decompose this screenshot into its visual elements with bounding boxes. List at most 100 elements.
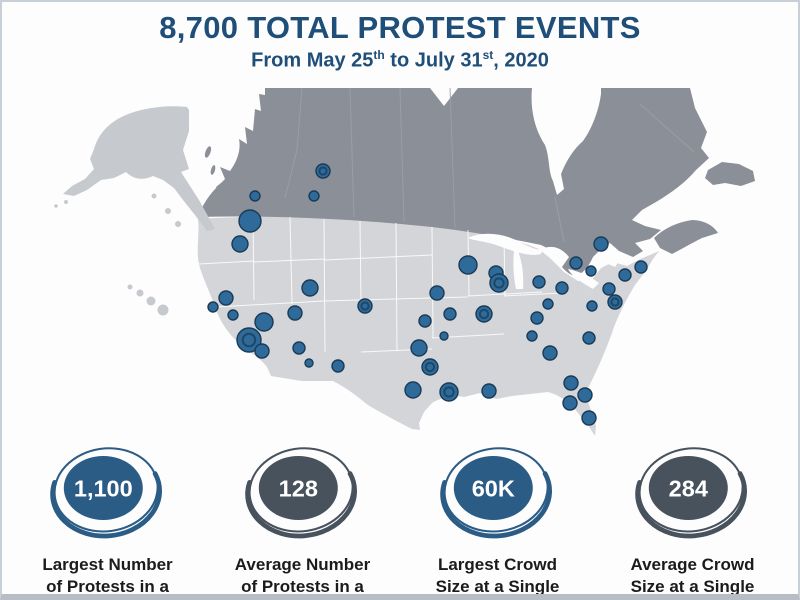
stat-value: 60K <box>471 475 514 501</box>
city-bubble <box>607 294 623 310</box>
city-bubble <box>586 300 598 312</box>
stat-label-line1: Largest Crowd <box>437 555 557 574</box>
stats-row: 1,100 Largest Number of Protests in a 12… <box>2 440 798 596</box>
subtitle-superscript: st <box>482 48 494 62</box>
map-svg <box>54 87 755 436</box>
stat-ring-graphic: 60K <box>439 447 552 539</box>
stat-label-line2: Size at a Single <box>435 577 560 596</box>
city-bubble <box>439 331 449 341</box>
stat-largest-protests: 1,100 Largest Number of Protests in a <box>10 440 205 596</box>
city-bubble <box>618 268 632 282</box>
city-bubble-inner-ring <box>443 386 455 398</box>
city-bubble <box>458 255 478 275</box>
city-bubble <box>602 282 616 296</box>
city-bubble <box>227 309 239 321</box>
city-bubble <box>563 375 579 391</box>
newfoundland-region <box>705 162 755 186</box>
aleutian-islands <box>54 193 181 227</box>
coastal-island <box>210 165 216 175</box>
coastal-island <box>204 146 212 158</box>
stat-value: 128 <box>278 475 317 501</box>
stat-average-protests: 128 Average Number of Protests in a <box>205 440 400 596</box>
lake-erie <box>568 269 599 289</box>
city-bubble-inner-ring <box>478 308 490 320</box>
stat-label: Average Crowd Size at a Single <box>630 554 755 596</box>
stat-label: Largest Number of Protests in a <box>42 554 173 596</box>
vancouver-island <box>216 183 239 209</box>
hudson-bay <box>531 88 601 195</box>
city-bubble <box>562 395 578 411</box>
stat-label-line2: of Protests in a <box>241 577 364 596</box>
city-bubble <box>581 410 597 426</box>
subtitle-text: From May 25 <box>251 49 374 72</box>
city-bubble <box>231 235 249 253</box>
city-bubble <box>254 312 274 332</box>
city-bubble <box>292 341 306 355</box>
stat-ring-graphic: 284 <box>634 447 747 539</box>
subtitle-text: to July 31 <box>384 49 483 72</box>
city-bubble <box>236 327 262 353</box>
stat-label: Largest Crowd Size at a Single <box>435 554 560 596</box>
city-bubble <box>555 281 569 295</box>
arctic-notch <box>430 88 458 106</box>
city-bubble <box>301 279 319 297</box>
lake-michigan <box>513 251 524 289</box>
city-bubble <box>585 265 597 277</box>
city-bubble <box>443 307 457 321</box>
hawaii-islands <box>127 284 169 316</box>
city-bubble <box>357 298 373 314</box>
city-bubble <box>593 236 609 252</box>
lake-ontario <box>594 256 619 267</box>
city-bubble <box>418 314 432 328</box>
stat-label-line1: Average Number <box>234 555 371 574</box>
city-bubble <box>481 383 497 399</box>
province-borders <box>284 87 695 243</box>
city-bubble <box>489 273 509 293</box>
alaska-region <box>63 106 215 231</box>
city-bubble-inner-ring <box>318 166 328 176</box>
stat-ring-graphic: 128 <box>244 447 357 539</box>
maritimes-region <box>654 220 718 254</box>
city-bubble <box>218 290 234 306</box>
stat-label: Average Number of Protests in a <box>234 554 371 596</box>
stat-label-line2: of Protests in a <box>46 577 169 596</box>
city-bubble <box>254 343 270 359</box>
lake-huron <box>542 246 569 267</box>
city-bubble <box>421 358 439 376</box>
page-title: 8,700 TOTAL PROTEST EVENTS <box>159 10 641 45</box>
city-bubble <box>526 330 538 342</box>
city-bubble-inner-ring <box>241 332 257 348</box>
city-bubble <box>532 275 546 289</box>
stat-label-line2: Size at a Single <box>630 577 755 596</box>
city-bubble <box>304 358 314 368</box>
stat-largest-crowd: 60K Largest Crowd Size at a Single <box>400 440 595 596</box>
city-bubble <box>308 190 320 202</box>
city-bubble <box>404 381 422 399</box>
city-bubble <box>315 163 331 179</box>
city-bubble <box>542 298 554 310</box>
stat-value: 1,100 <box>73 475 132 501</box>
city-bubble <box>429 285 445 301</box>
stat-label-line1: Largest Number <box>42 555 173 574</box>
stat-average-crowd: 284 Average Crowd Size at a Single <box>595 440 790 596</box>
city-bubble-inner-ring <box>610 297 620 307</box>
stat-value: 284 <box>668 475 707 501</box>
city-bubble <box>238 209 262 233</box>
city-bubble-inner-ring <box>424 361 436 373</box>
stat-ring-graphic: 1,100 <box>49 447 162 539</box>
header: 8,700 TOTAL PROTEST EVENTS From May 25th… <box>2 10 798 73</box>
city-bubble <box>207 301 219 313</box>
city-bubble <box>475 305 493 323</box>
north-america-map <box>2 82 798 454</box>
city-bubble <box>249 190 261 202</box>
lake-superior <box>468 233 543 255</box>
subtitle-text: , 2020 <box>493 49 549 72</box>
city-bubble <box>634 260 648 274</box>
subtitle-superscript: th <box>373 48 385 62</box>
city-bubble <box>582 331 596 345</box>
city-bubble-inner-ring <box>493 277 505 289</box>
city-bubble <box>439 382 459 402</box>
city-bubble <box>577 387 593 403</box>
city-bubble <box>569 256 583 270</box>
city-bubble <box>287 305 303 321</box>
